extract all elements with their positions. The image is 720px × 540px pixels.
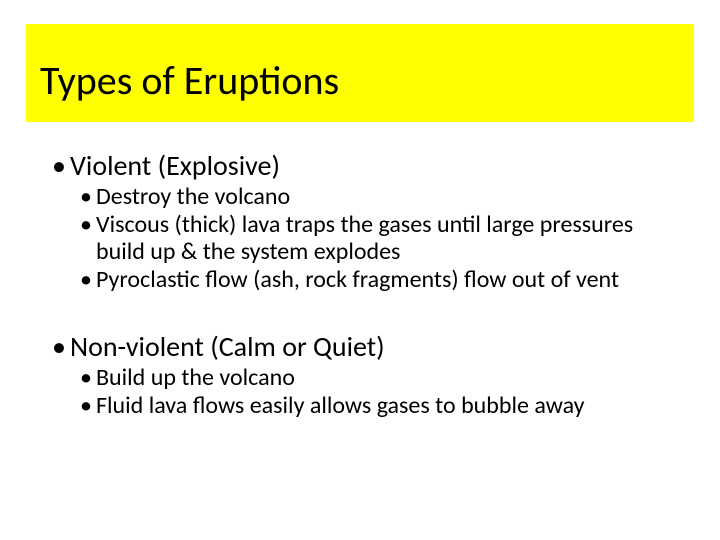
bullet-icon: • [80,365,96,392]
bullet-icon: • [80,184,96,211]
bullet-icon: • [52,331,70,363]
item-text: Build up the volcano [96,363,295,392]
item-text: Viscous (thick) lava traps the gases unt… [96,210,633,266]
slide-body: •Violent (Explosive) •Destroy the volcan… [52,150,682,421]
bullet-icon: • [52,150,70,182]
bullet-icon: • [80,267,96,294]
list-item: •Fluid lava flows easily allows gases to… [80,393,682,420]
slide-title: Types of Eruptions [40,59,339,103]
section-items: •Destroy the volcano •Viscous (thick) la… [52,184,682,294]
item-text: Fluid lava flows easily allows gases to … [96,391,585,420]
bullet-icon: • [80,212,96,239]
spacer [52,295,682,331]
heading-text: Non-violent (Calm or Quiet) [70,329,385,364]
section-heading: •Violent (Explosive) [52,150,682,182]
list-item: •Destroy the volcano [80,184,682,211]
bullet-icon: • [80,393,96,420]
heading-text: Violent (Explosive) [70,148,280,183]
section-items: •Build up the volcano •Fluid lava flows … [52,365,682,420]
title-band: Types of Eruptions [26,24,694,122]
item-text: Pyroclastic flow (ash, rock fragments) f… [96,265,619,294]
list-item: •Viscous (thick) lava traps the gases un… [80,212,682,266]
item-text: Destroy the volcano [96,182,290,211]
list-item: •Build up the volcano [80,365,682,392]
section-heading: •Non-violent (Calm or Quiet) [52,331,682,363]
slide: Types of Eruptions •Violent (Explosive) … [0,0,720,540]
list-item: •Pyroclastic flow (ash, rock fragments) … [80,267,682,294]
